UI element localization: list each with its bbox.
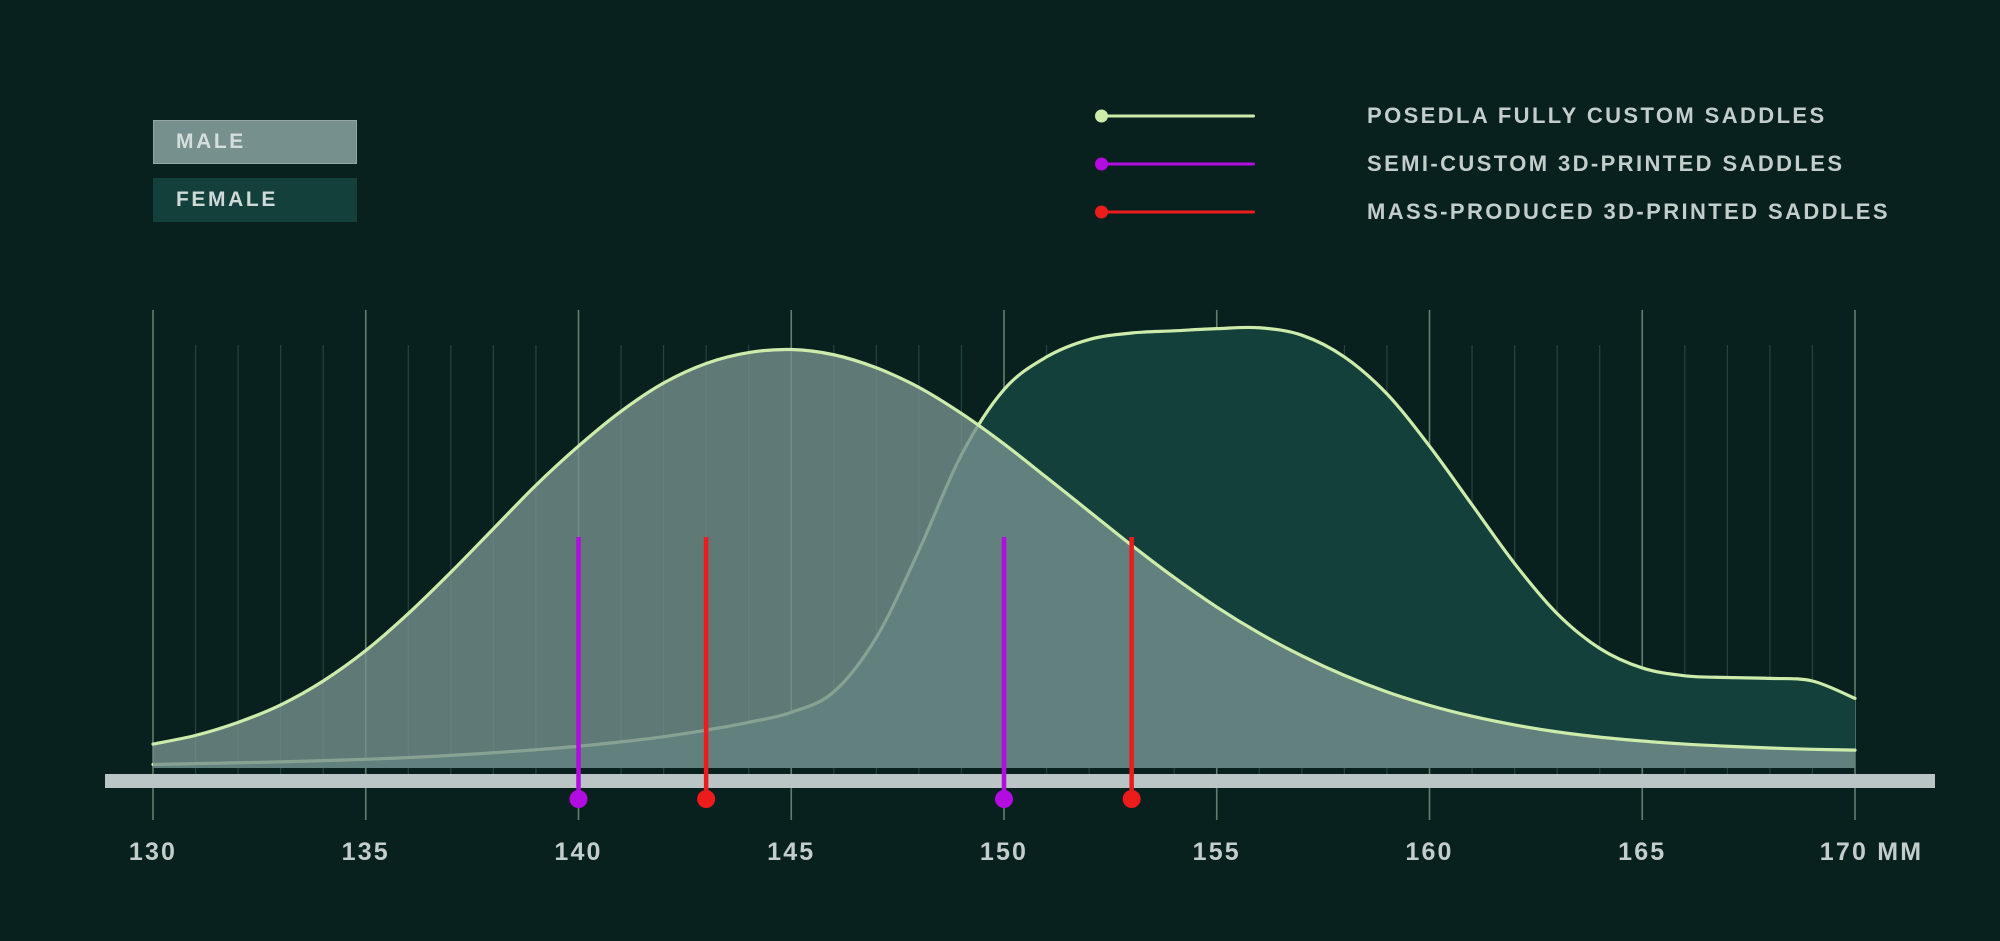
marker-dot-semi-custom-female xyxy=(995,790,1013,808)
x-tick-label-135: 135 xyxy=(341,838,390,866)
marker-dot-mass-produced-male xyxy=(697,790,716,808)
sex-legend: MALE FEMALE xyxy=(153,120,357,222)
baseline-bar xyxy=(105,774,1935,788)
series-legend: POSEDLA FULLY CUSTOM SADDLES SEMI-CUSTOM… xyxy=(1095,103,1890,224)
x-tick-label-150: 150 xyxy=(979,838,1029,866)
x-tick-label-155: 155 xyxy=(1192,838,1241,866)
legend-item-posedla[interactable]: POSEDLA FULLY CUSTOM SADDLES xyxy=(1095,103,1890,128)
x-tick-label-140: 140 xyxy=(554,838,603,866)
legend-item-mass-produced[interactable]: MASS-PRODUCED 3D-PRINTED SADDLES xyxy=(1095,199,1890,224)
x-tick-label-130: 130 xyxy=(128,838,178,866)
legend-item-semi-custom[interactable]: SEMI-CUSTOM 3D-PRINTED SADDLES xyxy=(1095,151,1890,176)
male-curve xyxy=(151,347,1857,752)
sex-chip-male-label: MALE xyxy=(176,130,246,153)
sex-chip-male[interactable]: MALE xyxy=(153,120,357,164)
marker-dot-semi-custom-male xyxy=(569,790,588,808)
legend-label-semi-custom: SEMI-CUSTOM 3D-PRINTED SADDLES xyxy=(1367,151,1845,176)
x-tick-label-160: 160 xyxy=(1405,838,1454,866)
legend-label-mass-produced: MASS-PRODUCED 3D-PRINTED SADDLES xyxy=(1367,199,1890,224)
x-tick-label-170: 170 MM xyxy=(1819,838,1924,866)
markers xyxy=(569,537,1141,808)
x-axis-labels: 130 135 140 145 150 155 160 165 170 MM xyxy=(0,838,2000,878)
marker-dot-mass-produced-female xyxy=(1122,790,1141,808)
x-tick-label-165: 165 xyxy=(1618,838,1667,866)
line-swatch-icon xyxy=(1095,205,1255,219)
x-tick-label-145: 145 xyxy=(767,838,816,866)
legend-label-posedla: POSEDLA FULLY CUSTOM SADDLES xyxy=(1367,103,1827,128)
line-swatch-icon xyxy=(1095,157,1255,171)
line-swatch-icon xyxy=(1095,109,1255,123)
sex-chip-female[interactable]: FEMALE xyxy=(153,178,357,222)
sex-chip-female-label: FEMALE xyxy=(176,188,278,211)
axis-baseline xyxy=(105,774,1935,788)
